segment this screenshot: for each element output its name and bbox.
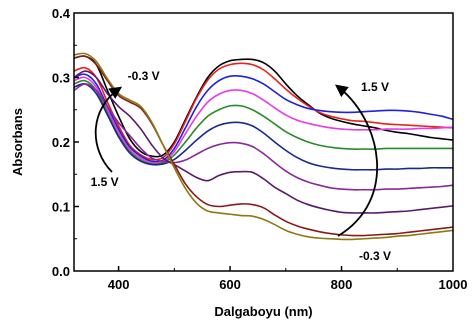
x-tick-label: 400: [108, 277, 130, 292]
series-line-5: [73, 79, 453, 165]
x-axis-title: Dalgaboyu (nm): [214, 304, 312, 319]
y-axis-title: Absorbans: [10, 108, 25, 176]
ticks-layer: 400 600 800 1000 0.0 0.1 0.2 0.3 0.4: [52, 6, 468, 292]
annotation-label: -0.3 V: [359, 249, 391, 263]
series-line-9: [73, 55, 454, 237]
arrows-layer: [94, 84, 379, 237]
series-line-4: [73, 76, 454, 164]
left-transition-arrow: [94, 86, 123, 173]
y-tick-label: 0.2: [52, 135, 70, 150]
annotation-label: 1.5 V: [361, 80, 389, 94]
series-layer: [73, 52, 454, 241]
series-line-10: [73, 52, 454, 241]
series-line-2: [73, 62, 454, 161]
y-tick-label: 0.1: [52, 200, 70, 215]
x-tick-label: 600: [219, 277, 241, 292]
series-line-6: [73, 82, 453, 171]
x-tick-label: 1000: [439, 277, 468, 292]
y-tick-label: 0.3: [52, 71, 70, 86]
annotation-label: -0.3 V: [128, 69, 160, 83]
annotations-layer: -0.3 V 1.5 V 1.5 V -0.3 V: [91, 69, 391, 263]
series-line-8: [73, 70, 454, 214]
y-tick-label: 0.0: [52, 264, 70, 279]
annotation-label: 1.5 V: [91, 175, 119, 189]
series-line-1: [73, 55, 454, 158]
plot-frame: [73, 12, 454, 272]
series-line-3: [73, 73, 454, 163]
series-line-7: [73, 83, 454, 191]
x-tick-label: 800: [331, 277, 353, 292]
right-transition-arrow: [334, 84, 379, 237]
y-tick-label: 0.4: [52, 6, 71, 21]
